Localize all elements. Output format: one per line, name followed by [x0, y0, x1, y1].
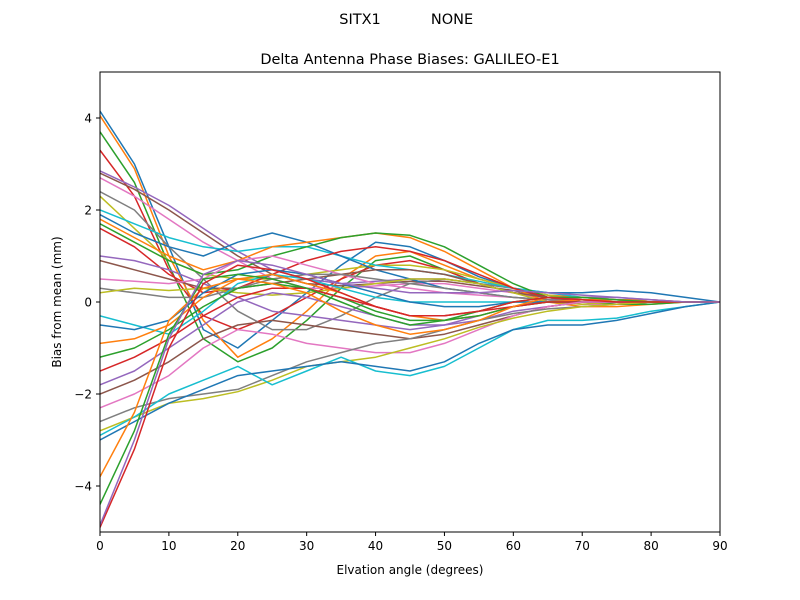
series-line: [100, 264, 720, 528]
series-line: [100, 301, 720, 432]
series-line: [100, 301, 720, 441]
x-tick-label: 90: [712, 539, 727, 553]
x-tick-label: 50: [437, 539, 452, 553]
series-line: [100, 301, 720, 437]
x-tick-label: 10: [161, 539, 176, 553]
x-tick-label: 60: [506, 539, 521, 553]
y-axis-label: Bias from mean (mm): [50, 236, 64, 367]
x-axis-label: Elvation angle (degrees): [337, 563, 484, 577]
y-tick-label: −2: [74, 388, 92, 402]
y-tick-label: 2: [84, 204, 92, 218]
suptitle-right: NONE: [431, 12, 473, 28]
x-tick-label: 80: [643, 539, 658, 553]
x-tick-label: 20: [230, 539, 245, 553]
series-layer: [100, 110, 720, 528]
y-tick-label: 4: [84, 112, 92, 126]
x-tick-label: 30: [299, 539, 314, 553]
y-axis: −4 −2 0 2 4: [74, 112, 100, 494]
series-line: [100, 273, 720, 505]
x-tick-label: 70: [575, 539, 590, 553]
y-tick-label: 0: [84, 296, 92, 310]
series-line: [100, 259, 720, 526]
chart-title: Delta Antenna Phase Biases: GALILEO-E1: [260, 52, 559, 68]
series-line: [100, 110, 720, 349]
suptitle-left: SITX1: [339, 12, 381, 28]
x-axis: 0 10 20 30 40 50 60 70 80 90: [96, 532, 728, 553]
x-tick-label: 0: [96, 539, 104, 553]
series-line: [100, 218, 720, 308]
y-tick-label: −4: [74, 480, 92, 494]
x-tick-label: 40: [368, 539, 383, 553]
